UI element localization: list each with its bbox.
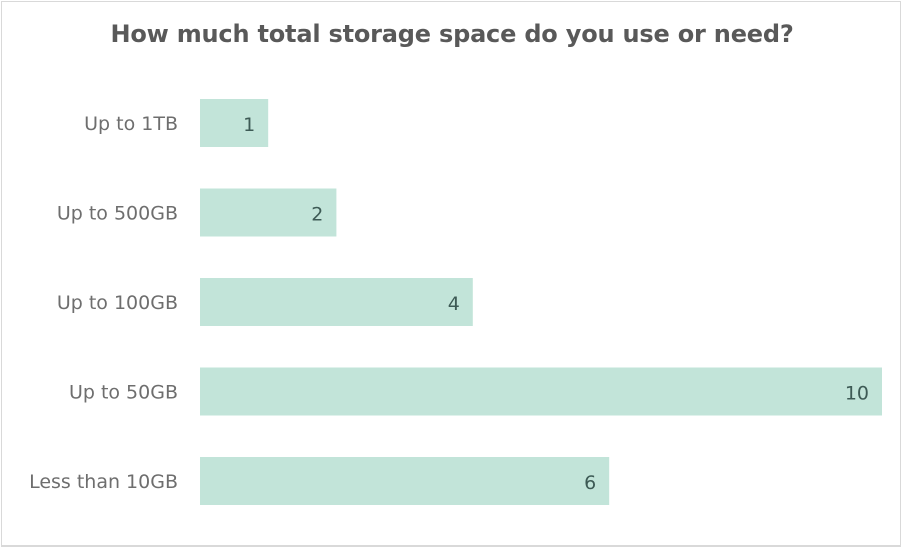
value-label-1: 2 [311, 204, 323, 226]
bar-2 [200, 278, 473, 326]
category-label-2: Up to 100GB [57, 292, 178, 314]
bar-3 [200, 367, 882, 416]
category-label-3: Up to 50GB [69, 382, 178, 404]
bar-4 [200, 457, 610, 505]
value-label-4: 6 [584, 472, 596, 494]
bar-0 [200, 99, 269, 147]
chart-title: How much total storage space do you use … [110, 20, 794, 48]
value-label-2: 4 [448, 293, 460, 315]
category-label-1: Up to 500GB [57, 203, 178, 225]
bar-1 [200, 188, 337, 237]
category-label-4: Less than 10GB [29, 471, 178, 493]
value-label-3: 10 [845, 383, 869, 405]
category-label-0: Up to 1TB [84, 113, 178, 135]
value-label-0: 1 [243, 114, 255, 136]
